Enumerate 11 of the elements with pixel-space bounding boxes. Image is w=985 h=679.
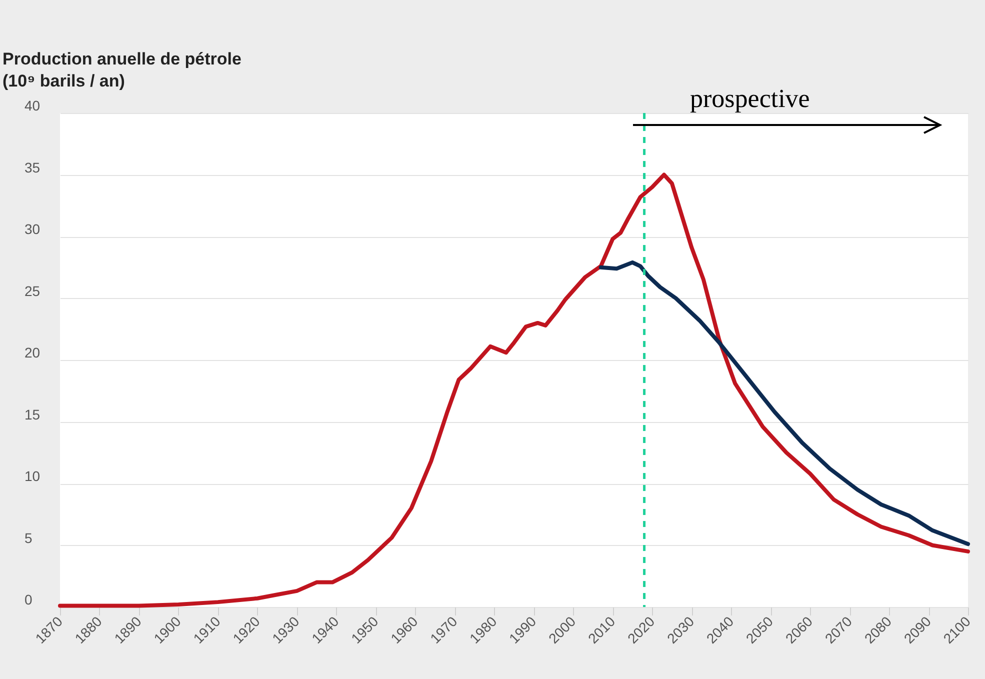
y-tick-label: 15 bbox=[24, 406, 40, 422]
y-tick-label: 5 bbox=[24, 530, 32, 546]
y-tick-label: 0 bbox=[24, 592, 32, 608]
y-tick-label: 40 bbox=[24, 98, 40, 114]
y-tick-label: 30 bbox=[24, 221, 40, 237]
y-tick-label: 35 bbox=[24, 159, 40, 176]
y-tick-label: 25 bbox=[24, 282, 40, 299]
y-tick-label: 10 bbox=[24, 468, 40, 484]
y-tick-label: 20 bbox=[24, 344, 40, 360]
y-axis-title: Production anuelle de pétrole (10⁹ barils / an) bbox=[2, 50, 242, 90]
text: prospective bbox=[690, 84, 810, 114]
